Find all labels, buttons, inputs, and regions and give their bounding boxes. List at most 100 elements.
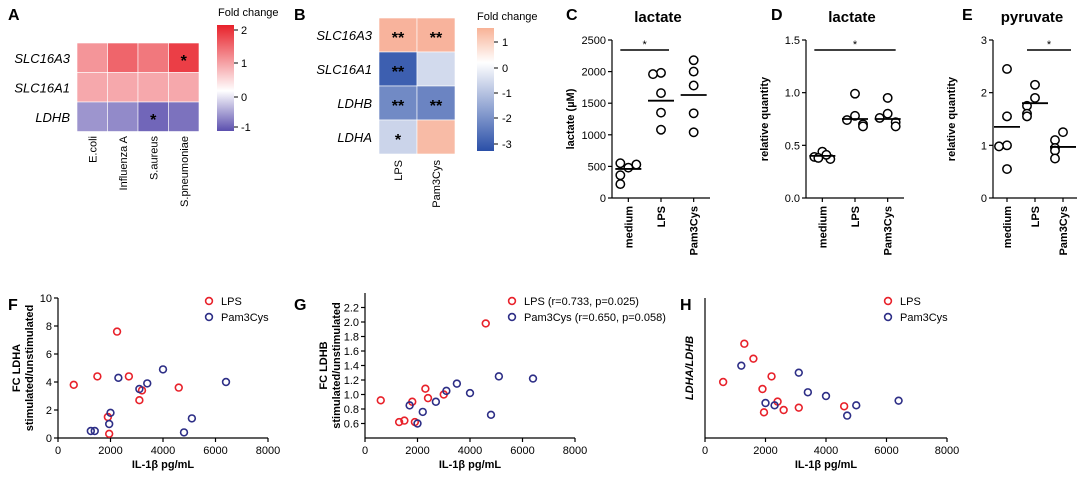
dotplot-e-sig-star: * [1047, 39, 1052, 51]
dotplot-c-point [623, 162, 634, 173]
dotplot-d-point [874, 112, 885, 123]
dotplot-c-point [656, 124, 666, 135]
dotplot-c-x-tick-label: LPS [656, 206, 668, 227]
colorbar-b-tick-label: -2 [502, 113, 512, 125]
colorbar-a-tick-label: 0 [241, 92, 247, 104]
dotplot-c-y-tick-label: 1000 [582, 130, 606, 142]
heatmap-a-col-label: S.pneumoniae [179, 136, 191, 207]
dotplot-e-y-tick-label: 0 [981, 193, 987, 205]
scatter-f-legend-label: LPS [221, 296, 242, 308]
dotplot-d-sig-star: * [853, 39, 858, 51]
dotplot-e-point [1002, 164, 1012, 174]
dotplot-e-x-tick-label: medium [1002, 206, 1014, 248]
scatter-g-point-pam3cys [405, 401, 414, 410]
dotplot-c-y-tick-label: 1500 [582, 98, 606, 110]
scatter-g-point-lps [481, 319, 490, 328]
heatmap-a-cell [168, 72, 200, 103]
scatter-g-point-lps [421, 384, 430, 393]
scatter-g-x-label: IL-1β pg/mL [439, 459, 502, 471]
heatmap-a-cell [137, 72, 169, 103]
dotplot-e-point [1002, 64, 1012, 74]
heatmap-b-star: ** [392, 64, 405, 81]
scatter-f-point-pam3cys [106, 408, 115, 417]
heatmap-a-cell [76, 42, 108, 73]
scatter-g-y-tick-label: 0.6 [344, 419, 359, 431]
heatmap-a-row-label: LDHB [35, 110, 70, 125]
dotplot-d-y-tick-label: 0.0 [785, 193, 800, 205]
heatmap-a-cell [137, 42, 169, 73]
dotplot-c-point [615, 158, 626, 169]
dotplot-e-point [1030, 79, 1040, 90]
scatter-h-point-lps [767, 372, 776, 381]
heatmap-a-row-label: SLC16A3 [14, 51, 70, 66]
scatter-h-legend-label: LPS [900, 296, 921, 308]
scatter-g-y-tick-label: 2.2 [344, 303, 359, 315]
dotplot-d-title: lactate [828, 9, 876, 26]
scatter-g-y-tick-label: 1.6 [344, 346, 359, 358]
dotplot-e-y-label: relative quantity [946, 76, 958, 161]
scatter-f-point-lps [135, 396, 144, 405]
scatter-f-x-label: IL-1β pg/mL [132, 459, 195, 471]
dotplot-d-point [850, 110, 860, 121]
scatter-h-point-pam3cys [894, 396, 903, 405]
scatter-g-y-tick-label: 1.0 [344, 390, 359, 402]
heatmap-b-star: ** [392, 30, 405, 47]
dotplot-c-sig-star: * [643, 39, 648, 51]
scatter-f-legend-marker [204, 312, 214, 322]
dotplot-d-point [882, 92, 893, 103]
panel-letter-e: E [962, 7, 973, 24]
scatter-f-x-tick-label: 0 [55, 445, 61, 457]
scatter-h-point-pam3cys [803, 388, 813, 397]
dotplot-c-point [615, 170, 626, 181]
scatter-f-point-pam3cys [86, 426, 96, 436]
dotplot-c-point [656, 107, 666, 118]
scatter-h-point-pam3cys [794, 368, 803, 377]
scatter-f-x-tick-label: 6000 [203, 445, 227, 457]
scatter-h-point-lps [759, 408, 769, 417]
scatter-g-x-tick-label: 2000 [405, 445, 429, 457]
scatter-g-x-tick-label: 6000 [510, 445, 534, 457]
scatter-f-point-lps [104, 429, 114, 438]
scatter-f-point-pam3cys [158, 365, 168, 374]
panel-letter-b: B [294, 7, 306, 24]
scatter-g-y-label-line1: FC LDHB [318, 341, 330, 389]
heatmap-a-cell [107, 101, 139, 132]
dotplot-d-point [882, 108, 893, 119]
heatmap-b-cell [416, 51, 456, 87]
scatter-g-x-tick-label: 0 [362, 445, 368, 457]
dotplot-c-y-tick-label: 0 [600, 193, 606, 205]
heatmap-b-star: ** [430, 30, 443, 47]
panel-letter-a: A [8, 7, 20, 24]
scatter-f-x-tick-label: 8000 [256, 445, 280, 457]
dotplot-d-x-tick-label: LPS [850, 206, 862, 227]
dotplot-c-point [656, 67, 666, 78]
scatter-h-point-lps [740, 339, 749, 348]
dotplot-c-y-tick-label: 500 [588, 161, 606, 173]
scatter-g-point-lps [376, 396, 385, 405]
scatter-f-point-lps [69, 380, 78, 389]
scatter-f-point-pam3cys [143, 379, 152, 388]
scatter-g-point-pam3cys [528, 374, 538, 383]
heatmap-b-row-label: SLC16A3 [316, 28, 372, 43]
scatter-g-y-tick-label: 1.8 [344, 332, 359, 344]
scatter-h-x-tick-label: 2000 [753, 445, 777, 457]
heatmap-b-cell [378, 17, 418, 53]
heatmap-b-cell [378, 51, 418, 87]
scatter-f-x-tick-label: 4000 [151, 445, 175, 457]
heatmap-a-col-label: Influenza A [118, 135, 130, 190]
scatter-g-y-tick-label: 1.4 [344, 361, 359, 373]
scatter-f-point-lps [124, 372, 134, 381]
heatmap-a-col-label: S.aureus [148, 136, 160, 181]
dotplot-e-x-tick-label: Pam3Cys [1058, 206, 1070, 256]
colorbar-b [477, 28, 494, 151]
panel-letter-g: G [294, 297, 306, 314]
scatter-h-point-lps [758, 384, 767, 394]
dotplot-e-x-tick-label: LPS [1030, 206, 1042, 227]
dotplot-e-y-tick-label: 2 [981, 88, 987, 100]
scatter-h-point-pam3cys [770, 401, 779, 410]
scatter-h-legend-label: Pam3Cys [900, 312, 948, 324]
scatter-h-legend-marker [883, 312, 893, 322]
heatmap-b-row-label: LDHB [337, 96, 372, 111]
scatter-g-point-pam3cys [465, 388, 475, 398]
scatter-g-point-pam3cys [418, 407, 427, 417]
